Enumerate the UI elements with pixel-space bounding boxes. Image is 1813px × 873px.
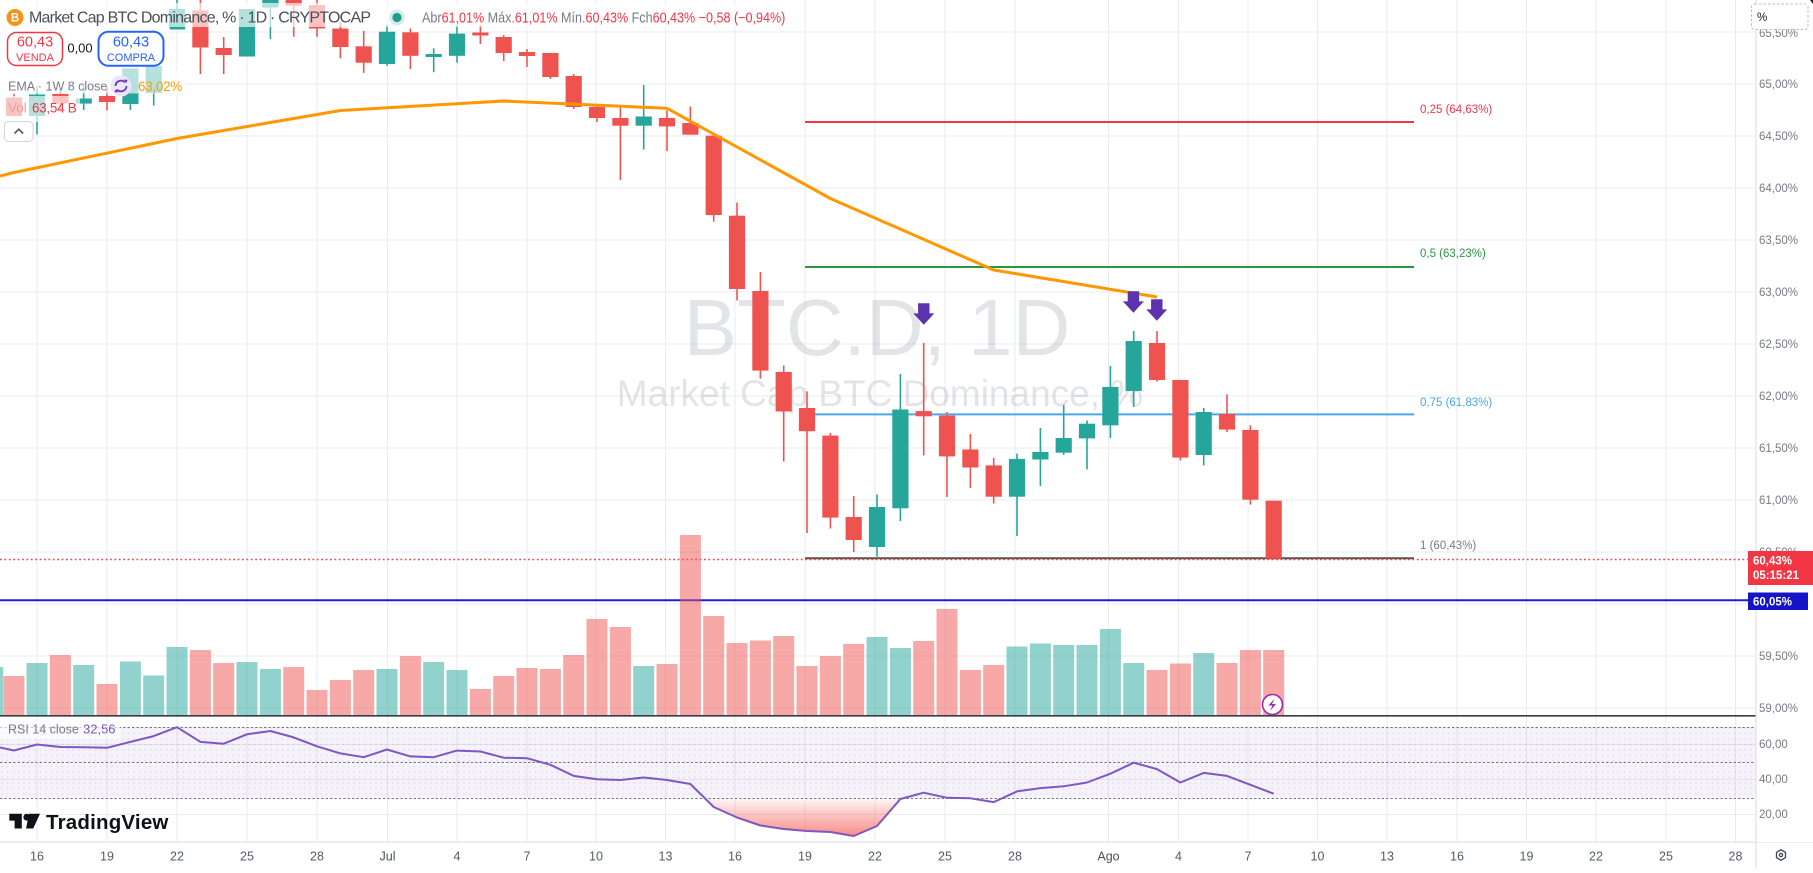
- svg-text:Abr61,01%Máx.61,01%Mín.60,43%F: Abr61,01% Máx.61,01% Mín.60,43% Fch60,43% −0…: [422, 10, 785, 26]
- svg-text:Ago: Ago: [1097, 850, 1119, 864]
- svg-text:60,43: 60,43: [17, 35, 53, 51]
- svg-text:BTC.D, 1D: BTC.D, 1D: [684, 283, 1071, 372]
- svg-text:60,00: 60,00: [1759, 739, 1788, 751]
- svg-text:59,50%: 59,50%: [1759, 651, 1798, 663]
- svg-text:05:15:21: 05:15:21: [1753, 570, 1800, 582]
- svg-text:0,5 (63,23%): 0,5 (63,23%): [1420, 248, 1486, 260]
- svg-text:32,56: 32,56: [83, 722, 116, 737]
- svg-text:19: 19: [1520, 850, 1534, 864]
- svg-text:13: 13: [659, 850, 673, 864]
- svg-text:60,43%: 60,43%: [1753, 556, 1792, 568]
- svg-text:7: 7: [524, 850, 531, 864]
- svg-text:64,00%: 64,00%: [1759, 183, 1798, 195]
- svg-text:60,05%: 60,05%: [1753, 597, 1792, 609]
- svg-text:28: 28: [1008, 850, 1022, 864]
- svg-text:25: 25: [938, 850, 952, 864]
- svg-text:28: 28: [310, 850, 324, 864]
- svg-text:60,43: 60,43: [113, 35, 149, 51]
- svg-text:63,02%: 63,02%: [138, 79, 182, 94]
- svg-text:13: 13: [1380, 850, 1394, 864]
- svg-text:62,00%: 62,00%: [1759, 391, 1798, 403]
- svg-text:19: 19: [798, 850, 812, 864]
- svg-text:59,00%: 59,00%: [1759, 703, 1798, 715]
- svg-text:28: 28: [1729, 850, 1743, 864]
- svg-text:0,25 (64,63%): 0,25 (64,63%): [1420, 104, 1492, 116]
- svg-text:4: 4: [1175, 850, 1182, 864]
- svg-text:61,50%: 61,50%: [1759, 443, 1798, 455]
- svg-text:22: 22: [1589, 850, 1603, 864]
- svg-text:10: 10: [1311, 850, 1325, 864]
- svg-text:0,75 (61,83%): 0,75 (61,83%): [1420, 397, 1492, 409]
- svg-text:25: 25: [240, 850, 254, 864]
- svg-text:61,00%: 61,00%: [1759, 495, 1798, 507]
- svg-text:7: 7: [1245, 850, 1252, 864]
- svg-text:16: 16: [728, 850, 742, 864]
- svg-text:Jul: Jul: [380, 850, 396, 864]
- svg-text:RSI 14 close: RSI 14 close: [8, 723, 79, 737]
- svg-text:40,00: 40,00: [1759, 774, 1788, 786]
- svg-text:0,00: 0,00: [67, 41, 92, 56]
- svg-text:4: 4: [454, 850, 461, 864]
- svg-text:19: 19: [100, 850, 114, 864]
- svg-text:%: %: [1757, 12, 1767, 24]
- svg-text:65,00%: 65,00%: [1759, 79, 1798, 91]
- svg-text:TradingView: TradingView: [46, 811, 169, 834]
- svg-text:16: 16: [30, 850, 44, 864]
- svg-text:63,54 B: 63,54 B: [32, 101, 77, 116]
- svg-text:20,00: 20,00: [1759, 809, 1788, 821]
- svg-text:63,00%: 63,00%: [1759, 287, 1798, 299]
- svg-text:62,50%: 62,50%: [1759, 339, 1798, 351]
- svg-text:22: 22: [170, 850, 184, 864]
- svg-text:B: B: [11, 13, 19, 25]
- svg-text:Vol: Vol: [8, 101, 27, 116]
- svg-text:25: 25: [1659, 850, 1673, 864]
- svg-text:65,50%: 65,50%: [1759, 28, 1798, 40]
- svg-text:1 (60,43%): 1 (60,43%): [1420, 540, 1476, 552]
- svg-text:16: 16: [1450, 850, 1464, 864]
- svg-text:Market Cap BTC Dominance, % ·: Market Cap BTC Dominance, % · 1D · CRYPT…: [29, 10, 371, 27]
- svg-text:22: 22: [868, 850, 882, 864]
- svg-text:Market Cap BTC Dominance, %: Market Cap BTC Dominance, %: [617, 373, 1143, 414]
- svg-text:COMPRA: COMPRA: [107, 52, 156, 64]
- svg-text:63,50%: 63,50%: [1759, 235, 1798, 247]
- svg-text:EMA · 1W 8 close: EMA · 1W 8 close: [8, 80, 107, 94]
- svg-text:10: 10: [589, 850, 603, 864]
- svg-text:64,50%: 64,50%: [1759, 131, 1798, 143]
- svg-text:VENDA: VENDA: [16, 52, 55, 64]
